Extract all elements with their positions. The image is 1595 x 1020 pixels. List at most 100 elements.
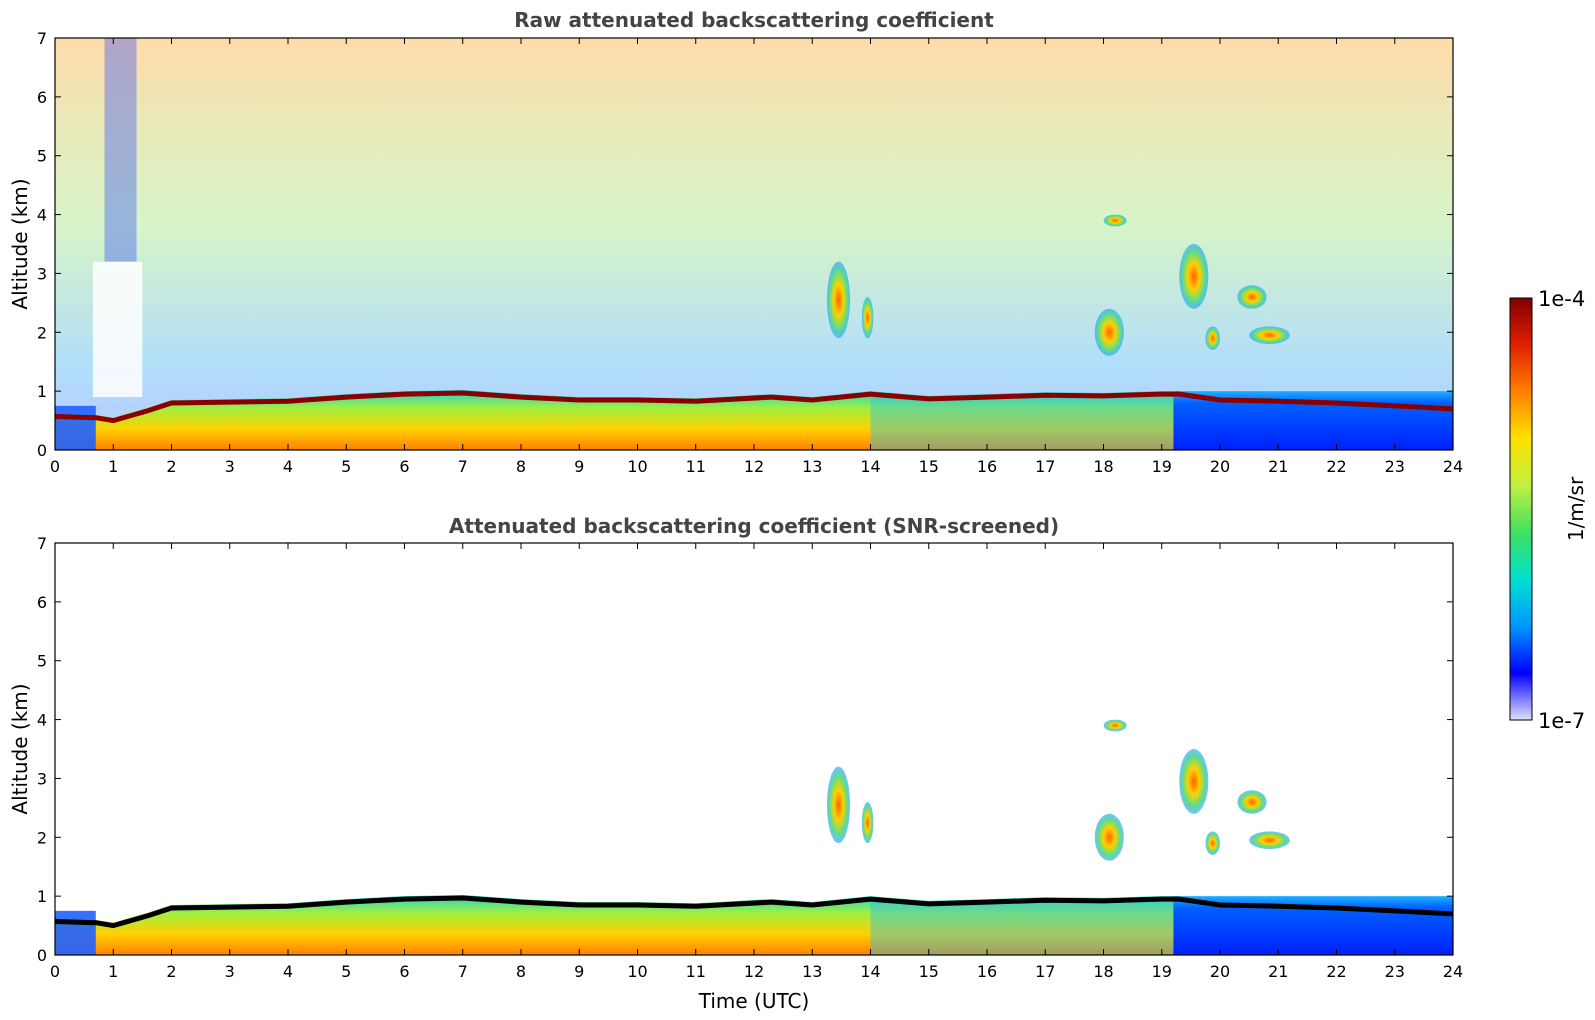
x-tick-label: 17 [1035,457,1055,476]
x-tick-label: 23 [1385,962,1405,981]
cloud-2 [1094,308,1124,356]
cloud-4 [1179,244,1209,309]
colorbar-scale [1509,297,1533,721]
colorbar-unit-label: 1/m/sr [1564,476,1588,541]
y-tick-label: 6 [37,593,47,612]
x-tick-label: 0 [50,457,60,476]
clear-sky-region [92,261,143,398]
y-tick-label: 2 [37,323,47,342]
x-tick-label: 3 [225,962,235,981]
x-tick-label: 20 [1210,457,1230,476]
y-tick-label: 0 [37,946,47,965]
screened-plot-area [55,719,1453,955]
x-tick-label: 18 [1093,457,1113,476]
x-tick-label: 14 [860,457,880,476]
x-tick-label: 22 [1326,962,1346,981]
x-tick-label: 24 [1443,457,1463,476]
x-tick-label: 10 [627,457,647,476]
y-tick-label: 7 [37,534,47,553]
x-tick-label: 20 [1210,962,1230,981]
x-tick-label: 9 [574,962,584,981]
cloud-1 [861,802,874,844]
boundary-layer [55,390,1453,450]
x-tick-label: 13 [802,457,822,476]
x-tick-label: 6 [399,457,409,476]
x-tick-label: 2 [166,457,176,476]
night-region-early [55,910,96,955]
sky-noise [55,38,1453,450]
raw-panel-title: Raw attenuated backscattering coefficien… [514,8,994,32]
y-tick-label: 6 [37,88,47,107]
afternoon-region [870,902,1174,955]
y-tick-label: 1 [37,887,47,906]
raw-y-ticks: 0 1 2 3 4 5 6 7 [37,29,1453,460]
cloud-6 [1237,285,1267,309]
cloud-0 [826,261,851,339]
x-tick-label: 11 [686,962,706,981]
x-tick-label: 11 [686,457,706,476]
x-tick-label: 9 [574,457,584,476]
x-tick-label: 1 [108,962,118,981]
x-axis-label: Time (UTC) [698,989,810,1013]
y-tick-label: 5 [37,147,47,166]
x-tick-label: 4 [283,962,293,981]
x-tick-label: 14 [860,962,880,981]
x-tick-label: 18 [1093,962,1113,981]
colorbar-max-label: 1e-4 [1538,287,1585,311]
x-tick-label: 12 [744,457,764,476]
x-tick-label: 10 [627,962,647,981]
x-tick-label: 16 [977,962,997,981]
x-tick-label: 8 [516,962,526,981]
screened-plot-frame [54,542,1454,956]
x-tick-label: 22 [1326,457,1346,476]
screened-panel-title: Attenuated backscattering coefficient (S… [449,514,1059,538]
raw-plot-area [55,38,1453,450]
y-tick-label: 4 [37,206,47,225]
y-tick-label: 1 [37,382,47,401]
x-tick-label: 15 [919,457,939,476]
cloud-1 [861,297,874,339]
x-tick-label: 7 [458,962,468,981]
screened-y-ticks: 0 1 2 3 4 5 6 7 [37,534,1453,965]
cloud-5 [1205,326,1220,351]
y-tick-label: 0 [37,441,47,460]
x-tick-label: 5 [341,962,351,981]
y-tick-label: 4 [37,711,47,730]
cloud-0 [826,766,851,844]
raw-x-ticks: 0 1 2 3 4 5 6 7 8 9 10 11 12 13 14 15 16 17 18 19 20 21 22 23 24 [50,38,1463,476]
x-tick-label: 8 [516,457,526,476]
x-tick-label: 15 [919,962,939,981]
x-tick-label: 19 [1152,962,1172,981]
x-tick-label: 2 [166,962,176,981]
x-tick-label: 16 [977,457,997,476]
x-tick-label: 1 [108,457,118,476]
raw-y-axis-label: Altitude (km) [8,178,32,309]
y-tick-label: 2 [37,828,47,847]
cloud-3 [1103,719,1127,732]
screened-panel: Attenuated backscattering coefficient (S… [8,514,1463,1013]
cloud-4 [1179,749,1209,814]
x-tick-label: 12 [744,962,764,981]
x-tick-label: 19 [1152,457,1172,476]
x-tick-label: 23 [1385,457,1405,476]
x-tick-label: 5 [341,457,351,476]
cloud-6 [1237,790,1267,814]
y-tick-label: 5 [37,652,47,671]
x-tick-label: 3 [225,457,235,476]
cloud-5 [1205,831,1220,855]
x-tick-label: 13 [802,962,822,981]
y-tick-label: 3 [37,264,47,283]
colorbar: 1e-4 1e-7 1/m/sr [1509,287,1588,733]
raw-panel: Raw attenuated backscattering coefficien… [8,8,1463,476]
x-tick-label: 17 [1035,962,1055,981]
x-tick-label: 24 [1443,962,1463,981]
night-region-early [55,405,96,450]
x-tick-label: 4 [283,457,293,476]
cloud-7 [1249,831,1290,849]
x-tick-label: 21 [1268,457,1288,476]
cloud-2 [1094,813,1124,861]
cloud-7 [1249,326,1290,345]
x-tick-label: 7 [458,457,468,476]
colorbar-min-label: 1e-7 [1538,709,1585,733]
